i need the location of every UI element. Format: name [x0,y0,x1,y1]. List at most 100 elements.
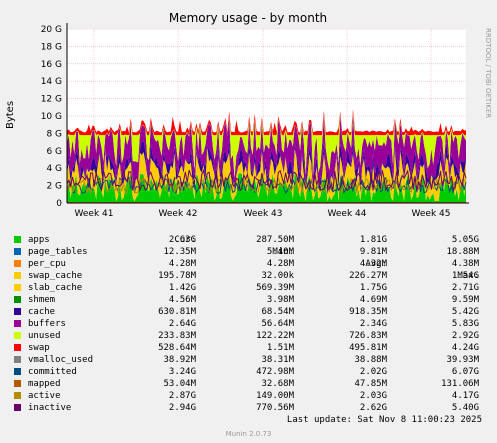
memory-chart: Memory usage - by month Bytes RRDTOOL / … [5,11,492,219]
legend-max: 9.59M [451,295,479,305]
legend-max: 2.92G [451,331,479,341]
legend-avg: 2.34G [359,319,387,329]
legend-max: 4.38M [451,259,479,269]
y-tick-label: 18 G [41,42,62,52]
x-tick-label: Week 45 [412,209,451,219]
legend-row-mapped: mapped 53.04M 32.68M 47.85M 131.06M [12,378,482,390]
legend-cur: 38.92M [163,355,196,365]
legend-cur: 2.63G [168,235,196,245]
legend-row-slab-cache: slab_cache 1.42G 569.39M 1.75G 2.71G [12,282,482,294]
legend-min: 38.31M [261,355,294,365]
legend-name: page_tables [28,247,88,257]
legend-swatch [14,308,21,315]
legend-cur: 53.04M [163,379,196,389]
legend-avg: 9.81M [359,247,387,257]
legend-swatch [14,332,21,339]
legend-max: 5.83G [451,319,479,329]
legend-swatch [14,344,21,351]
legend-avg: 918.35M [349,307,387,317]
area-cache [67,137,466,195]
legend-row-inactive: inactive 2.94G 770.56M 2.62G 5.40G [12,402,482,414]
legend-swatch [14,248,21,255]
legend-max: 2.71G [451,283,479,293]
legend-cur: 1.42G [168,283,196,293]
legend-name: active [28,391,61,401]
legend-min: 770.56M [256,403,294,413]
y-tick-label: 12 G [41,95,62,105]
x-tick-label: Week 42 [159,209,198,219]
legend-cur: 2.94G [168,403,196,413]
legend-max: 39.93M [446,355,479,365]
legend-max: 131.06M [441,379,479,389]
legend-name: unused [28,331,61,341]
header-cur: Cur: [174,235,196,245]
legend-rows: apps 2.63G 287.50M 1.81G 5.05G page_tables 12.… [12,234,482,414]
legend-avg: 47.85M [354,379,387,389]
legend-max: 18.88M [446,247,479,257]
legend-swatch [14,404,21,411]
legend-cur: 2.64G [168,319,196,329]
legend-max: 1.54G [451,271,479,281]
legend-cur: 2.87G [168,391,196,401]
legend-min: 1.51M [266,343,294,353]
legend-row-cache: cache 630.81M 68.54M 918.35M 5.42G [12,306,482,318]
legend-avg: 495.81M [349,343,387,353]
legend-cur: 233.83M [158,331,196,341]
legend-cur: 3.24G [168,367,196,377]
legend-swatch [14,260,21,267]
legend-max: 4.24G [451,343,479,353]
legend-max: 4.17G [451,391,479,401]
chart-axes [66,23,469,204]
legend-row-unused: unused 233.83M 122.22M 726.83M 2.92G [12,330,482,342]
legend-min: 56.64M [261,319,294,329]
y-tick-label: 20 G [41,25,62,35]
legend-row-vmalloc-used: vmalloc_used 38.92M 38.31M 38.88M 39.93M [12,354,482,366]
legend-name: cache [28,307,56,317]
legend-min: 122.22M [256,331,294,341]
x-tick-label: Week 44 [328,209,367,219]
legend-min: 287.50M [256,235,294,245]
munin-version: Munin 2.0.73 [225,430,272,438]
legend-cur: 12.35M [163,247,196,257]
legend-header: Cur: Min: Avg: Max: [12,222,482,281]
legend-swatch [14,320,21,327]
legend-avg: 1.81G [359,235,387,245]
legend-max: 6.07G [451,367,479,377]
y-tick-label: 4 G [46,164,62,174]
area-buffers [67,112,466,189]
legend-row-shmem: shmem 4.56M 3.98M 4.69M 9.59M [12,294,482,306]
legend-avg: 2.03G [359,391,387,401]
line-inactive [66,168,467,192]
legend-row-buffers: buffers 2.64G 56.64M 2.34G 5.83G [12,318,482,330]
legend-avg: 4.69M [359,295,387,305]
legend-min: 569.39M [256,283,294,293]
legend-min: 5.40M [266,247,294,257]
legend-name: vmalloc_used [28,355,94,365]
x-tick-label: Week 43 [244,209,283,219]
legend-swatch [14,368,21,375]
legend-name: slab_cache [28,283,83,293]
legend-max: 5.42G [451,307,479,317]
chart-title: Memory usage - by month [169,11,327,25]
legend-cur: 195.78M [158,271,196,281]
rrdtool-credit: RRDTOOL / TOBI OETIKER [484,28,492,118]
legend-min: 32.00k [261,271,294,281]
legend-swatch [14,392,21,399]
legend-name: swap_cache [28,271,83,281]
legend-row-swap-cache: swap_cache 195.78M 32.00k 226.27M 1.54G [12,270,482,282]
legend-max: 5.05G [451,235,479,245]
legend-avg: 2.02G [359,367,387,377]
legend-row-apps: apps 2.63G 287.50M 1.81G 5.05G [12,234,482,246]
x-axis-ticks: Week 41 Week 42 Week 43 Week 44 Week 45 [75,209,451,219]
header-min: Min: [272,247,294,257]
legend-name: per_cpu [28,259,66,269]
legend-swatch [14,272,21,279]
y-axis-ticks: 0 2 G 4 G 6 G 8 G 10 G 12 G 14 G 16 G 18 G 20 G [41,25,63,209]
legend-avg: 726.83M [349,331,387,341]
y-axis-label: Bytes [5,101,16,129]
legend-name: committed [28,367,77,377]
legend-avg: 2.62G [359,403,387,413]
header-avg: Avg: [365,259,387,269]
legend-swatch [14,380,21,387]
area-apps [67,173,466,203]
